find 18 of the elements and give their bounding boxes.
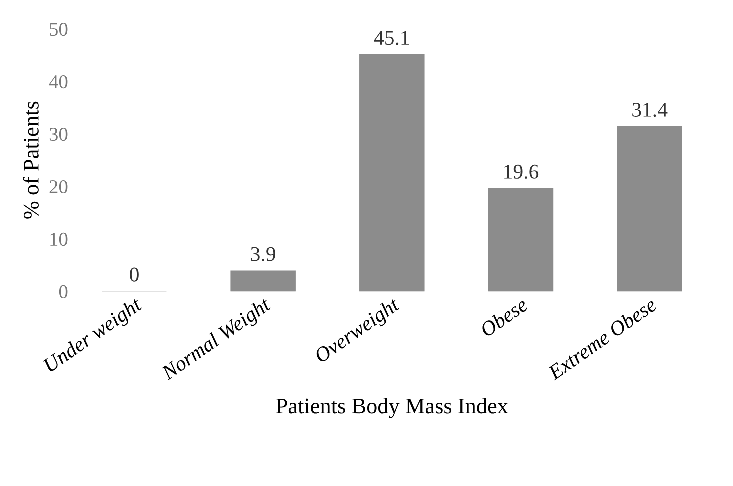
data-label: 31.4 [632,103,668,118]
data-label: 45.1 [374,31,410,46]
y-tick-label: 0 [59,285,68,299]
bar [360,54,425,292]
y-tick-label: 10 [50,232,68,246]
x-tick-label: Obese [479,296,530,338]
y-tick-label: 50 [50,22,68,36]
data-label: 0 [130,268,139,282]
y-tick-label: 30 [50,128,68,142]
data-label: 19.6 [504,164,539,180]
y-tick-label: 40 [49,75,68,89]
y-tick-label: 20 [50,180,68,194]
bar [488,188,554,292]
x-axis-title: Patients Body Mass Index [276,398,508,418]
data-label: 3.9 [251,247,276,262]
bar [617,126,682,292]
bar [230,270,296,292]
y-axis-title: % of Patients [23,102,39,219]
